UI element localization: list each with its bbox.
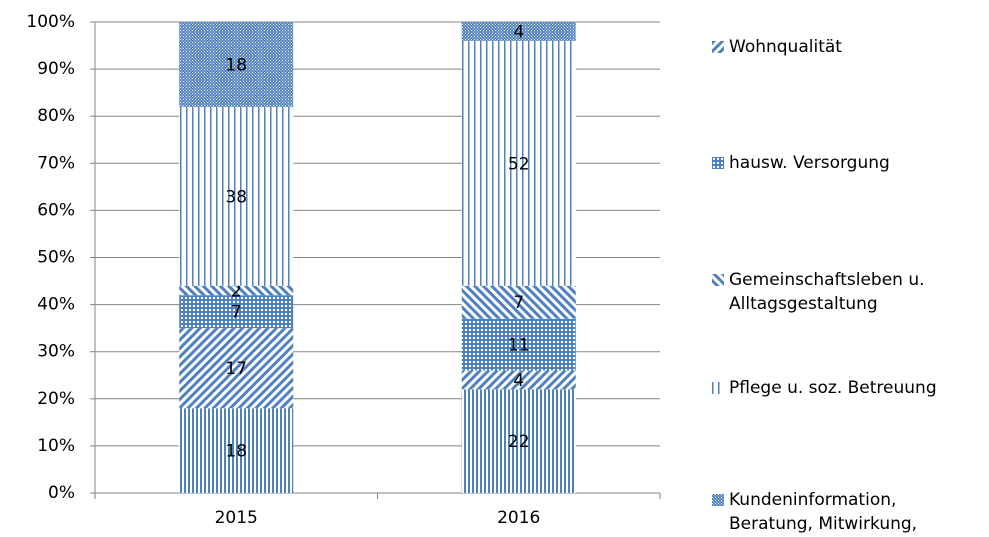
legend-label: Wohnqualität bbox=[729, 37, 842, 57]
data-label: 18 bbox=[225, 55, 247, 75]
bar-segment bbox=[461, 370, 576, 390]
y-tick-label: 0% bbox=[48, 483, 75, 503]
legend-swatch bbox=[712, 41, 724, 53]
legend-item: Wohnqualität bbox=[712, 35, 984, 59]
bar-segment bbox=[461, 318, 576, 371]
y-tick-label: 40% bbox=[37, 295, 75, 315]
data-label: 11 bbox=[508, 336, 530, 356]
data-label: 7 bbox=[231, 303, 242, 323]
bar-segment bbox=[461, 285, 576, 319]
y-tick-label: 80% bbox=[37, 106, 75, 126]
x-tick-label: 2016 bbox=[497, 508, 540, 528]
bar-segment bbox=[179, 106, 294, 286]
bar-segment bbox=[179, 408, 294, 493]
data-label: 4 bbox=[513, 22, 524, 42]
data-label: 18 bbox=[225, 442, 247, 462]
bar-segment bbox=[461, 22, 576, 41]
legend-swatch bbox=[712, 494, 724, 506]
bar-segment bbox=[461, 389, 576, 493]
legend-label: hausw. Versorgung bbox=[729, 153, 890, 173]
data-label: 4 bbox=[513, 371, 524, 391]
x-tick-label: 2015 bbox=[215, 508, 258, 528]
bar-segment bbox=[179, 22, 294, 107]
data-label: 38 bbox=[225, 187, 247, 207]
bar-segment bbox=[179, 328, 294, 409]
data-label: 17 bbox=[225, 359, 247, 379]
legend-label: Gemeinschaftsleben u. Alltagsgestaltung bbox=[729, 270, 925, 314]
data-label: 52 bbox=[508, 154, 530, 174]
bar-segment bbox=[179, 295, 294, 329]
y-tick-label: 30% bbox=[37, 342, 75, 362]
y-tick-label: 100% bbox=[26, 12, 75, 32]
legend-item: hausw. Versorgung bbox=[712, 151, 984, 175]
legend-swatch bbox=[712, 274, 724, 286]
bar-segment bbox=[179, 285, 294, 296]
y-tick-label: 10% bbox=[37, 436, 75, 456]
data-label: 7 bbox=[513, 293, 524, 313]
y-tick-label: 60% bbox=[37, 200, 75, 220]
data-label: 22 bbox=[508, 432, 530, 452]
y-tick-label: 20% bbox=[37, 389, 75, 409]
legend-label: Kundeninformation, Beratung, Mitwirkung,… bbox=[729, 490, 918, 534]
data-label: 2 bbox=[231, 281, 242, 301]
bar-segment bbox=[461, 40, 576, 286]
y-tick-label: 90% bbox=[37, 59, 75, 79]
legend-swatch bbox=[712, 157, 724, 169]
legend-item: Kundeninformation, Beratung, Mitwirkung,… bbox=[712, 488, 984, 537]
legend-item: Gemeinschaftsleben u. Alltagsgestaltung bbox=[712, 268, 984, 316]
y-tick-label: 70% bbox=[37, 153, 75, 173]
legend-item: Pflege u. soz. Betreuung bbox=[712, 376, 984, 400]
legend-swatch bbox=[712, 382, 724, 394]
legend-label: Pflege u. soz. Betreuung bbox=[729, 378, 937, 398]
y-tick-label: 50% bbox=[37, 248, 75, 268]
